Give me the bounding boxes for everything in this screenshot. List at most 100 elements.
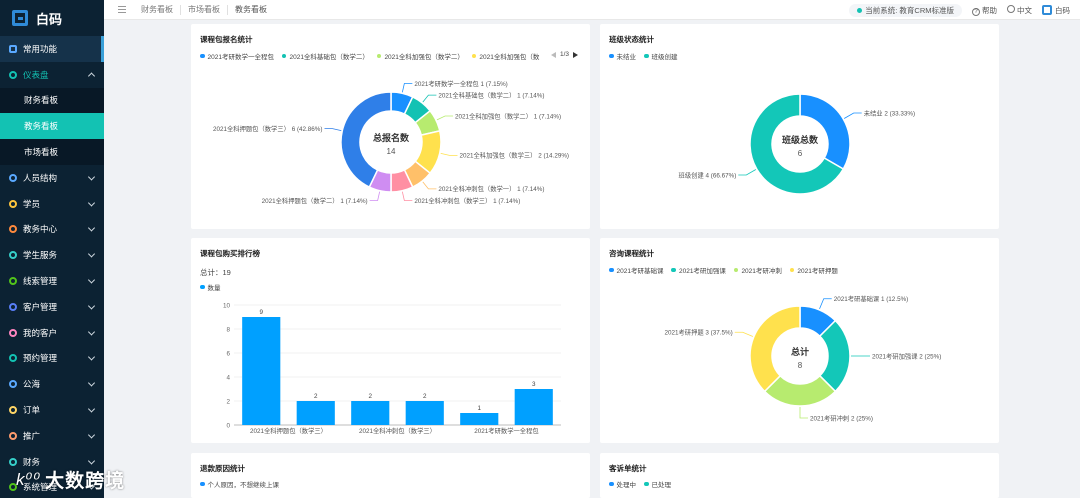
sidebar-subitem-finance[interactable]: 财务看板 [0, 87, 104, 114]
sidebar: 白码 常用功能 仪表盘 财务看板 教务看板 市场看板 人员结构学员 教务中心学生服… [0, 0, 104, 498]
pie-slice[interactable] [340, 91, 392, 189]
language-label: 中文 [1017, 5, 1032, 15]
sidebar-item-label: 财务 [23, 456, 41, 467]
bar[interactable] [351, 401, 390, 425]
chart-legend: 处理中 已处理 [609, 479, 671, 489]
legend-item[interactable]: 处理中 [609, 479, 636, 489]
help-label: 帮助 [982, 5, 997, 15]
sidebar-subitem-market[interactable]: 市场看板 [0, 139, 104, 165]
sidebar-item-dashboard[interactable]: 仪表盘 [0, 62, 104, 88]
chevron-down-icon [87, 199, 96, 207]
slice-label: 2021考研加强课 2 (25%) [872, 351, 941, 360]
legend-item[interactable]: 已处理 [644, 479, 671, 489]
legend-item[interactable]: 2021考研加强课 [671, 265, 726, 275]
sidebar-item[interactable]: 公海 [0, 371, 104, 397]
nav-icon [9, 457, 17, 466]
chevron-down-icon [87, 276, 96, 284]
sidebar-item[interactable]: 学生服务 [0, 242, 104, 268]
sidebar-item[interactable]: 人员结构 [0, 165, 104, 191]
legend-item[interactable]: 数量 [200, 282, 221, 292]
slice-label: 2021全科基础包（数学二） 1 (7.14%) [438, 90, 544, 99]
donut-center-label: 总计 [791, 346, 809, 357]
bar[interactable] [242, 317, 281, 425]
sidebar-item-label: 公海 [23, 379, 41, 390]
sidebar-item-label: 学生服务 [23, 250, 58, 261]
complaint-card: 客诉单统计 处理中 已处理 [600, 453, 999, 498]
bar-value-label: 2 [368, 393, 372, 400]
refund-reason-card: 退款原因统计 个人原因，不想继续上课 [191, 453, 590, 498]
card-title: 课程包报名统计 [200, 35, 253, 44]
app-logo[interactable]: 白码 [0, 0, 104, 36]
bar[interactable] [296, 401, 335, 425]
legend-item[interactable]: 班级创建 [644, 51, 678, 61]
pager-text: 1/3 [559, 51, 569, 58]
next-page-icon[interactable] [573, 51, 578, 58]
slice-label: 2021全科押题包（数学二） 1 (7.14%) [262, 196, 368, 205]
legend-item[interactable]: 2021全科加强包（数学二） [376, 51, 464, 61]
tab-academic[interactable]: 教务看板 [235, 4, 267, 14]
sidebar-item-label: 客户管理 [23, 301, 58, 312]
sidebar-item[interactable]: 教务中心 [0, 217, 104, 243]
current-system-text: 当前系统: 教育CRM标准版 [865, 5, 954, 15]
course-package-card: 课程包报名统计 2021考研数学一全程包 2021全科基础包（数学二） 2021… [191, 24, 590, 229]
sidebar-item[interactable]: 订单 [0, 397, 104, 423]
sidebar-item-label: 系统管理 [23, 482, 58, 493]
sidebar-item[interactable]: 推广 [0, 423, 104, 449]
leader-line [401, 83, 413, 93]
slice-label: 2021全科冲刺包（数学三） 1 (7.14%) [414, 196, 520, 205]
watermark-text: 大数跨境 [45, 471, 126, 492]
legend-item[interactable]: 2021考研押题 [789, 265, 838, 275]
sidebar-item[interactable]: 客户管理 [0, 294, 104, 320]
help-link[interactable]: ? 帮助 [972, 5, 997, 16]
sidebar-item[interactable]: 预约管理 [0, 346, 104, 372]
x-tick-label: 2021全科押题包（数学三） [250, 426, 327, 435]
tab-market[interactable]: 市场看板 [181, 4, 228, 15]
pie-slice[interactable] [749, 93, 845, 195]
user-menu[interactable]: 白码 [1042, 5, 1070, 16]
sidebar-item[interactable]: 我的客户 [0, 320, 104, 346]
chart-legend: 2021考研数学一全程包 2021全科基础包（数学二） 2021全科加强包（数学… [200, 51, 539, 61]
legend-item[interactable]: 未结业 [609, 51, 636, 61]
logo-icon [12, 10, 28, 26]
sidebar-item[interactable]: 学员 [0, 191, 104, 217]
pie-slice[interactable] [749, 305, 801, 393]
sidebar-subitem-label: 教务看板 [24, 121, 59, 132]
bar[interactable] [460, 413, 499, 425]
sidebar-item[interactable]: 财务 [0, 449, 104, 475]
bar[interactable] [514, 389, 553, 425]
course-package-pie: 2021考研数学一全程包 1 (7.15%) 2021全科基础包（数学二） 1 (… [213, 79, 569, 205]
top-bar: 财务看板 市场看板 教务看板 当前系统: 教育CRM标准版 ? 帮助 中文 白码 [104, 0, 1080, 20]
sidebar-item[interactable]: 系统管理 [0, 475, 104, 498]
prev-page-icon[interactable] [550, 51, 556, 58]
sidebar-subitem-academic[interactable]: 教务看板 [0, 113, 104, 140]
bar-value-label: 1 [477, 405, 481, 412]
current-system-badge[interactable]: 当前系统: 教育CRM标准版 [849, 3, 962, 17]
tab-finance[interactable]: 财务看板 [134, 4, 181, 15]
chevron-down-icon [87, 353, 96, 361]
chart-legend: 未结业 班级创建 [609, 51, 678, 61]
language-switch[interactable]: 中文 [1007, 4, 1032, 16]
card-title: 咨询课程统计 [609, 249, 654, 258]
legend-item[interactable]: 2021考研冲刺 [733, 265, 782, 275]
bar[interactable] [405, 401, 444, 425]
leader-line [422, 94, 437, 103]
donut-center-value: 6 [798, 149, 803, 158]
chevron-down-icon [87, 328, 96, 336]
leader-line [440, 152, 458, 156]
leader-line [436, 115, 454, 121]
logo-text: 白码 [36, 11, 63, 27]
legend-item[interactable]: 2021考研数学一全程包 [200, 51, 274, 61]
legend-item[interactable]: 2021全科基础包（数学二） [281, 51, 369, 61]
nav-icon [9, 225, 17, 234]
sidebar-item[interactable]: 线索管理 [0, 268, 104, 294]
legend-item[interactable]: 个人原因，不想继续上课 [200, 479, 279, 489]
chevron-down-icon [87, 379, 96, 387]
sidebar-item-label: 人员结构 [23, 172, 58, 183]
legend-item[interactable]: 2021全科加强包（数 [471, 51, 539, 61]
sidebar-item-favorites[interactable]: 常用功能 [0, 36, 104, 62]
chevron-down-icon [87, 224, 96, 233]
sidebar-item-label: 仪表盘 [23, 69, 49, 80]
y-tick-label: 0 [226, 422, 230, 429]
legend-item[interactable]: 2021考研基础课 [609, 265, 663, 275]
menu-toggle-icon[interactable] [118, 6, 126, 13]
